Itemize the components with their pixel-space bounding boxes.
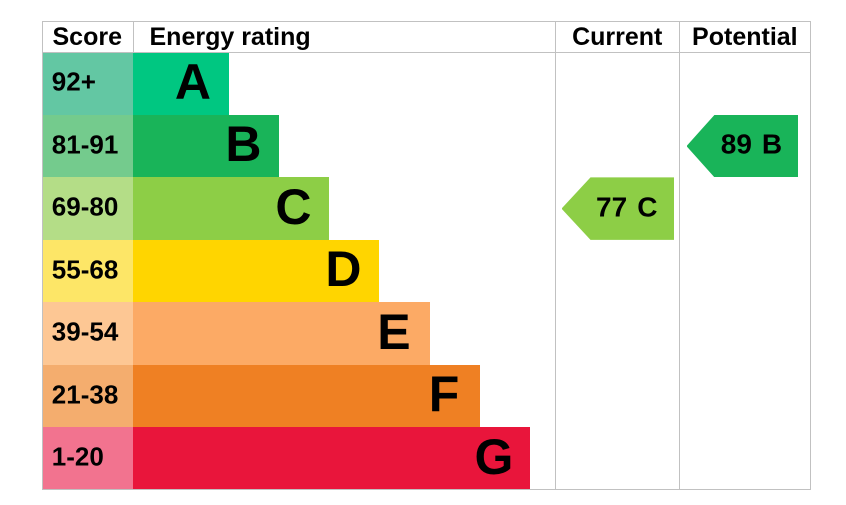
band-bar-f: F <box>133 364 480 428</box>
band-bar-d: D <box>133 239 380 303</box>
header-current: Current <box>572 22 663 51</box>
band-letter-e: E <box>377 303 411 360</box>
current-rating-arrow: 77 C <box>561 177 674 240</box>
current-rating-band: C <box>637 191 658 223</box>
table-border-left <box>41 20 43 491</box>
score-range-c: 69-80 <box>42 177 134 240</box>
separator-rating-current <box>554 20 556 491</box>
header-potential: Potential <box>692 22 798 51</box>
band-bar-g: G <box>133 427 530 490</box>
potential-rating-value: 89 <box>720 128 752 160</box>
score-range-a: 92+ <box>42 52 134 115</box>
current-rating-value: 77 <box>596 191 628 223</box>
band-bar-c: C <box>133 177 330 240</box>
score-range-e: 39-54 <box>42 302 134 365</box>
band-letter-d: D <box>325 241 362 298</box>
band-letter-g: G <box>474 428 514 485</box>
score-range-g: 1-20 <box>42 427 134 490</box>
score-range-f: 21-38 <box>42 364 134 428</box>
table-border-bottom <box>41 488 811 491</box>
potential-rating-arrow: 89 B <box>686 114 799 178</box>
header-score: Score <box>52 22 122 51</box>
band-bar-b: B <box>133 114 280 178</box>
band-letter-f: F <box>428 366 460 423</box>
separator-score-rating <box>132 20 134 52</box>
table-border-right <box>809 20 811 491</box>
header-energy-rating: Energy rating <box>149 22 311 51</box>
separator-current-potential <box>678 20 680 491</box>
band-letter-c: C <box>275 178 312 235</box>
potential-rating-band: B <box>761 128 783 160</box>
band-bar-e: E <box>133 302 430 365</box>
score-range-b: 81-91 <box>42 114 134 178</box>
score-range-d: 55-68 <box>42 239 134 303</box>
band-letter-a: A <box>174 53 212 110</box>
band-bar-a: A <box>133 52 229 115</box>
band-letter-b: B <box>225 116 262 173</box>
header-underline <box>41 51 811 53</box>
table-border-top <box>41 20 811 22</box>
